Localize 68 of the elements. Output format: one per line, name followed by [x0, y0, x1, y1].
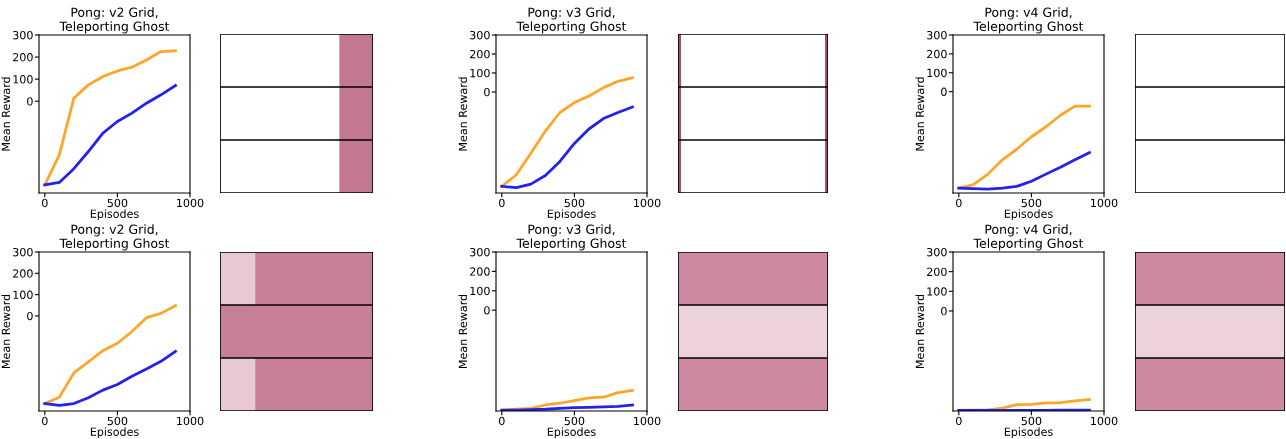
- x-tick-label: 0: [499, 198, 505, 208]
- y-tick-label: 200: [927, 49, 947, 59]
- line-series: [957, 151, 1091, 191]
- x-axis-title: Episodes: [547, 209, 596, 221]
- x-tick-label: 1000: [177, 416, 204, 426]
- y-tick-label: 100: [13, 75, 33, 84]
- y-tick-label: 0: [484, 306, 490, 315]
- y-tick-label: 0: [941, 306, 947, 316]
- line-series: [43, 349, 177, 407]
- x-tick-label: 500: [1021, 198, 1042, 208]
- y-tick-label: 200: [470, 267, 490, 276]
- x-tick-label: 1000: [1091, 198, 1118, 208]
- x-tick-label: 0: [956, 198, 962, 208]
- x-axis-title: Episodes: [1004, 209, 1053, 221]
- chart-title: Pong: v3 Grid, Teleporting Ghost: [516, 7, 627, 34]
- line-series: [43, 49, 177, 187]
- y-tick-label: 200: [13, 269, 33, 278]
- x-tick-label: 0: [42, 416, 48, 426]
- y-axis-title: Mean Reward: [1, 77, 11, 151]
- y-tick-label: 100: [470, 286, 490, 296]
- y-tick-label: 100: [470, 68, 490, 78]
- x-tick-label: 0: [499, 416, 505, 426]
- line-series: [43, 84, 177, 187]
- x-tick-label: 500: [1021, 416, 1042, 426]
- x-tick-label: 1000: [634, 416, 661, 426]
- y-axis-title: Mean Reward: [458, 294, 468, 368]
- y-tick-label: 0: [27, 97, 33, 106]
- y-tick-label: 200: [470, 49, 490, 59]
- x-axis-title: Episodes: [547, 427, 596, 439]
- line-series: [43, 304, 177, 405]
- chart-title: Pong: v2 Grid, Teleporting Ghost: [59, 224, 170, 251]
- y-axis-title: Mean Reward: [915, 77, 925, 151]
- x-axis-title: Episodes: [90, 209, 139, 221]
- line-series: [500, 105, 634, 190]
- y-tick-label: 0: [484, 87, 490, 97]
- y-tick-label: 0: [941, 87, 947, 97]
- x-tick-label: 1000: [177, 198, 204, 208]
- chart-title: Pong: v2 Grid, Teleporting Ghost: [59, 7, 170, 34]
- y-tick-label: 300: [470, 247, 490, 257]
- y-tick-label: 100: [927, 68, 947, 78]
- y-tick-label: 100: [13, 290, 33, 300]
- y-tick-label: 300: [927, 247, 947, 257]
- x-tick-label: 1000: [634, 198, 661, 208]
- y-tick-label: 300: [13, 30, 33, 40]
- x-tick-label: 500: [564, 198, 585, 208]
- chart-title: Pong: v3 Grid, Teleporting Ghost: [516, 224, 627, 251]
- chart-title: Pong: v4 Grid, Teleporting Ghost: [973, 7, 1084, 34]
- y-tick-label: 0: [27, 311, 33, 321]
- line-series: [957, 104, 1091, 190]
- line-series: [500, 76, 634, 188]
- chart-title: Pong: v4 Grid, Teleporting Ghost: [973, 224, 1084, 251]
- x-tick-label: 0: [42, 198, 48, 208]
- y-tick-label: 200: [13, 53, 33, 62]
- y-tick-label: 300: [13, 247, 33, 257]
- x-axis-title: Episodes: [90, 427, 139, 439]
- x-tick-label: 500: [564, 416, 585, 426]
- x-tick-label: 0: [956, 416, 962, 426]
- y-axis-title: Mean Reward: [458, 77, 468, 151]
- x-tick-label: 500: [107, 416, 128, 426]
- x-axis-title: Episodes: [1004, 427, 1053, 439]
- y-tick-label: 100: [927, 287, 947, 296]
- y-tick-label: 200: [927, 267, 947, 277]
- y-axis-title: Mean Reward: [915, 294, 925, 368]
- y-axis-title: Mean Reward: [1, 294, 11, 368]
- x-tick-label: 1000: [1091, 416, 1118, 426]
- y-tick-label: 300: [927, 30, 947, 40]
- y-tick-label: 300: [470, 30, 490, 40]
- x-tick-label: 500: [107, 198, 128, 208]
